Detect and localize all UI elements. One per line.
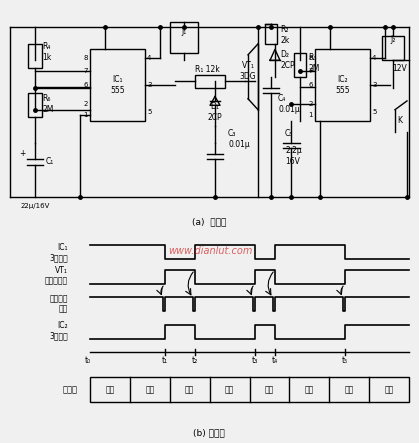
Text: 集电极波形: 集电极波形 bbox=[45, 276, 68, 285]
Text: R₂: R₂ bbox=[280, 25, 289, 34]
Text: 反转: 反转 bbox=[344, 385, 354, 394]
Text: IC₂: IC₂ bbox=[337, 75, 348, 84]
Text: 16V: 16V bbox=[285, 157, 300, 166]
Text: (a)  电路图: (a) 电路图 bbox=[192, 217, 226, 226]
Bar bbox=[28, 93, 42, 117]
Text: 1: 1 bbox=[83, 112, 88, 118]
Text: 触发脉冲: 触发脉冲 bbox=[49, 295, 68, 304]
Text: 5: 5 bbox=[372, 109, 376, 115]
Text: 正转: 正转 bbox=[105, 385, 114, 394]
Text: 3脚波形: 3脚波形 bbox=[49, 253, 68, 262]
Text: 正转: 正转 bbox=[265, 385, 274, 394]
Text: t₂: t₂ bbox=[192, 356, 198, 365]
Text: 7: 7 bbox=[308, 68, 313, 74]
Text: 3DG: 3DG bbox=[240, 72, 256, 81]
Text: VT₁: VT₁ bbox=[242, 61, 254, 70]
Text: 反转: 反转 bbox=[185, 385, 194, 394]
Text: +: + bbox=[19, 149, 25, 158]
Text: D₁: D₁ bbox=[211, 102, 220, 111]
Text: C₃: C₃ bbox=[228, 129, 236, 138]
Text: IC₂: IC₂ bbox=[57, 321, 68, 330]
Text: t₄: t₄ bbox=[272, 356, 278, 365]
Bar bbox=[265, 24, 277, 44]
Text: R₄: R₄ bbox=[42, 42, 50, 51]
Text: IC₁: IC₁ bbox=[57, 243, 68, 252]
Bar bbox=[90, 49, 145, 120]
Text: J₁: J₁ bbox=[181, 27, 186, 36]
Text: 2.2μ: 2.2μ bbox=[285, 146, 302, 155]
Text: 停止: 停止 bbox=[145, 385, 155, 394]
Text: 2: 2 bbox=[84, 101, 88, 107]
Text: R₃: R₃ bbox=[308, 53, 316, 62]
Bar bbox=[28, 44, 42, 68]
Text: 4: 4 bbox=[372, 55, 376, 61]
Bar bbox=[90, 377, 409, 403]
Text: K: K bbox=[398, 116, 403, 125]
Text: D₂: D₂ bbox=[280, 51, 289, 59]
Bar bbox=[294, 53, 306, 77]
Text: 0.01μ: 0.01μ bbox=[278, 105, 300, 114]
Text: 7: 7 bbox=[83, 68, 88, 74]
Text: t₅: t₅ bbox=[342, 356, 348, 365]
Text: 1: 1 bbox=[308, 112, 313, 118]
Bar bbox=[382, 36, 404, 60]
Text: 6: 6 bbox=[83, 82, 88, 88]
Text: IC₁: IC₁ bbox=[112, 75, 123, 84]
Text: 2CP: 2CP bbox=[280, 61, 295, 70]
Text: 停止: 停止 bbox=[225, 385, 234, 394]
Text: C₁: C₁ bbox=[46, 157, 54, 166]
Text: 停止: 停止 bbox=[305, 385, 314, 394]
Text: 2M: 2M bbox=[42, 105, 53, 114]
Text: (b) 波形图: (b) 波形图 bbox=[193, 428, 225, 437]
Bar bbox=[195, 74, 225, 88]
Text: 2CP: 2CP bbox=[208, 113, 222, 122]
Text: 电动机: 电动机 bbox=[62, 385, 78, 394]
Text: 4: 4 bbox=[147, 55, 151, 61]
Text: 3脚波形: 3脚波形 bbox=[49, 331, 68, 340]
Text: t₁: t₁ bbox=[162, 356, 168, 365]
Text: R₆: R₆ bbox=[42, 94, 51, 103]
Text: R₁ 12k: R₁ 12k bbox=[195, 65, 220, 74]
Text: 5: 5 bbox=[147, 109, 151, 115]
Text: 2k: 2k bbox=[280, 36, 289, 45]
Text: 3: 3 bbox=[372, 82, 377, 88]
Bar bbox=[170, 22, 198, 53]
Text: C₅: C₅ bbox=[285, 129, 293, 138]
Text: 停止: 停止 bbox=[385, 385, 394, 394]
Text: 2: 2 bbox=[309, 101, 313, 107]
Text: 0.01μ: 0.01μ bbox=[228, 140, 250, 149]
Text: 波形: 波形 bbox=[59, 305, 68, 314]
Text: 555: 555 bbox=[110, 86, 125, 95]
Text: VT₁: VT₁ bbox=[55, 266, 68, 276]
Text: 2M: 2M bbox=[308, 63, 319, 73]
Bar bbox=[315, 49, 370, 120]
Text: 6: 6 bbox=[308, 82, 313, 88]
Text: 12V: 12V bbox=[393, 63, 407, 73]
Text: t₃: t₃ bbox=[252, 356, 258, 365]
Text: 3: 3 bbox=[147, 82, 152, 88]
Text: t₀: t₀ bbox=[85, 356, 91, 365]
Text: 1k: 1k bbox=[42, 53, 51, 62]
Text: 555: 555 bbox=[335, 86, 350, 95]
Text: 8: 8 bbox=[308, 55, 313, 61]
Text: J₂: J₂ bbox=[391, 35, 396, 44]
Text: www.dianlut.com: www.dianlut.com bbox=[168, 245, 252, 256]
Text: 8: 8 bbox=[83, 55, 88, 61]
Text: C₄: C₄ bbox=[278, 94, 286, 103]
Text: 22μ/16V: 22μ/16V bbox=[20, 203, 50, 209]
